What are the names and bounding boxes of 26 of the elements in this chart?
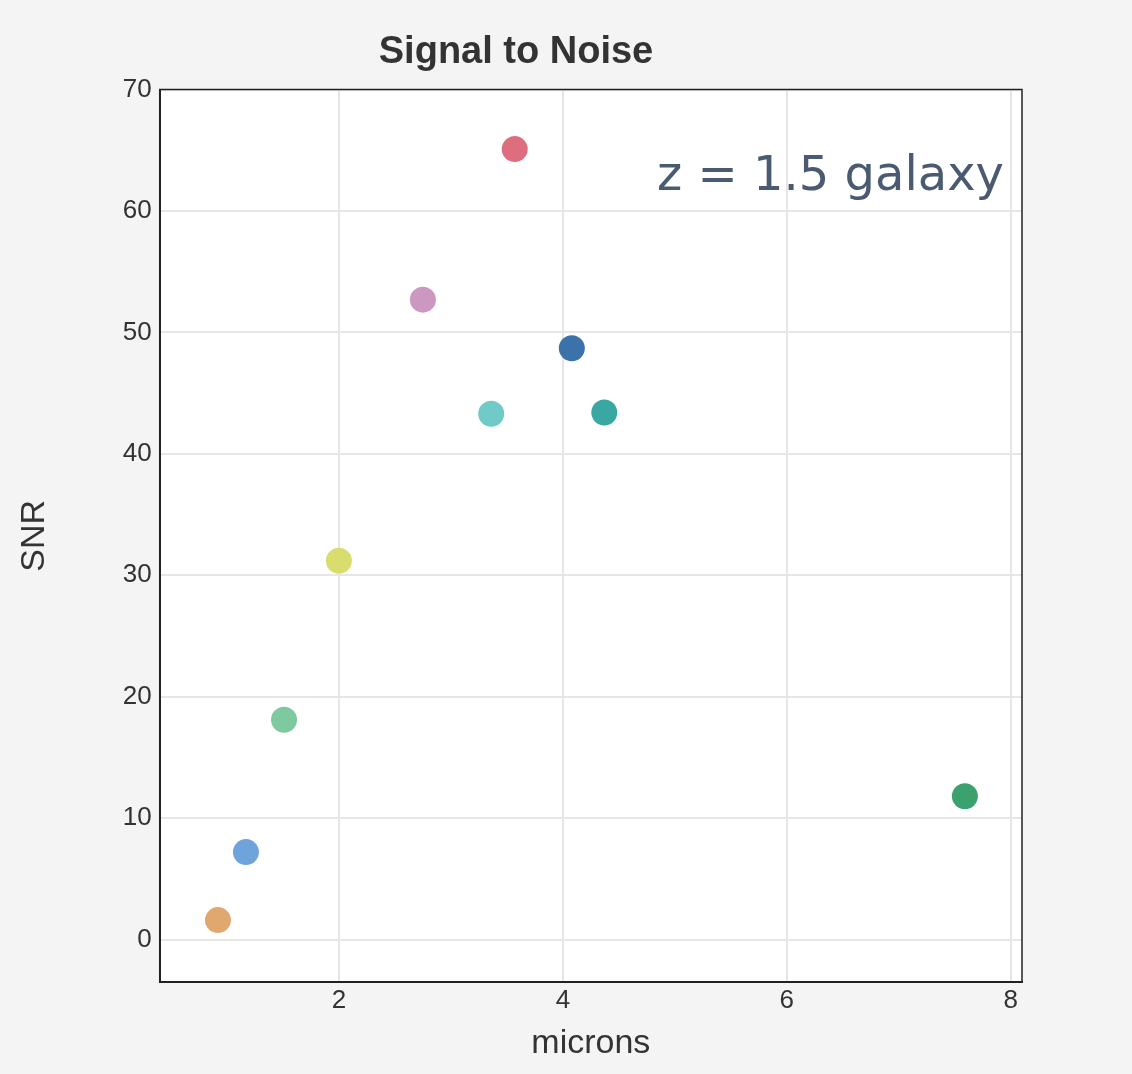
y-tick-label: 30 [122,558,152,589]
point [558,335,585,362]
point [204,907,231,934]
y-tick-label: 70 [122,72,152,103]
point [409,286,436,313]
x-tick-label: 4 [555,983,571,1014]
point [271,706,298,733]
x-tick-label: 2 [331,983,347,1014]
x-axis-title: microns [531,1021,651,1060]
x-tick-label: 8 [1003,983,1019,1014]
y-tick-label: 10 [122,801,152,832]
point [591,399,618,426]
y-tick-label: 60 [122,194,152,225]
y-tick-label: 20 [122,679,152,710]
point [325,547,352,574]
y-tick-label: 0 [137,922,152,953]
x-tick-label: 6 [779,983,795,1014]
y-tick-label: 50 [122,315,152,346]
point [951,783,978,810]
point [232,839,259,866]
point [478,400,505,427]
y-tick-label: 40 [122,437,152,468]
annotation: z = 1.5 galaxy [657,145,1004,202]
chart-title: Signal to Noise [378,29,654,72]
y-axis-title: SNR [12,499,51,572]
point [501,136,528,163]
